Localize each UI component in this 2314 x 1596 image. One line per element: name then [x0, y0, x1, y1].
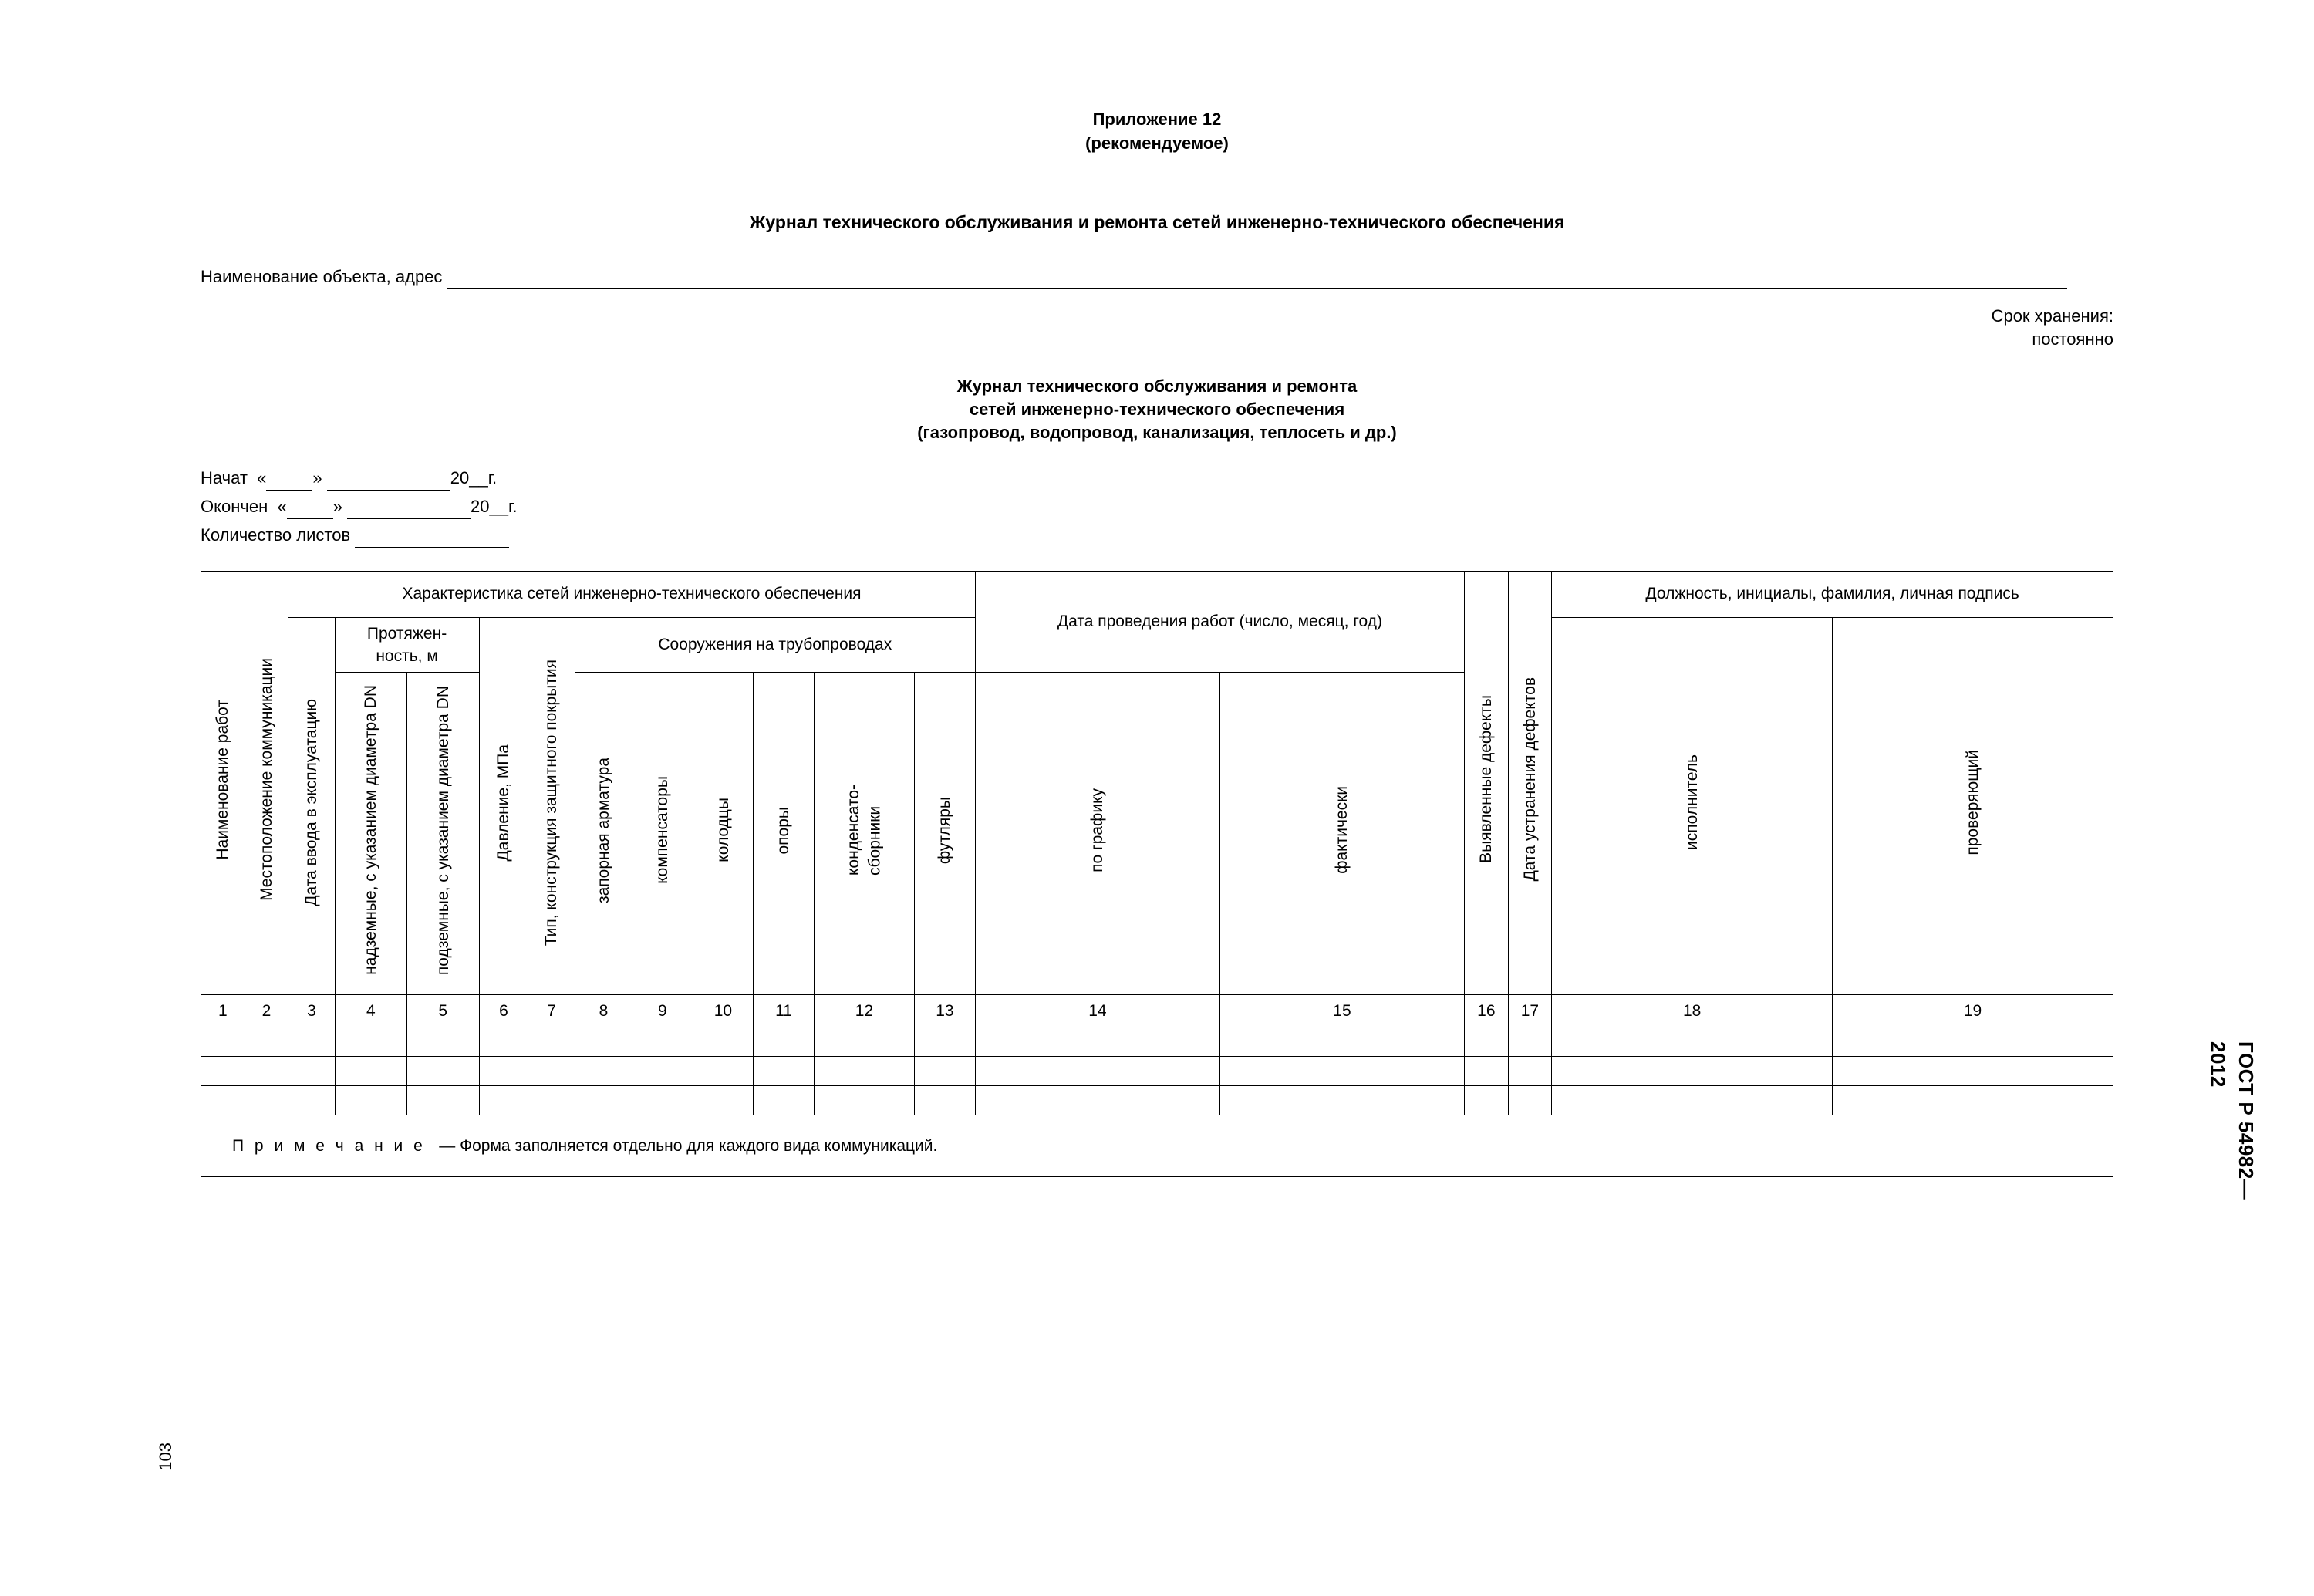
num-6: 6	[479, 994, 528, 1027]
col11-header: опоры	[772, 799, 794, 862]
object-label: Наименование объекта, адрес	[201, 267, 442, 286]
num-3: 3	[288, 994, 335, 1027]
storage-period: Срок хранения: постоянно	[201, 305, 2113, 353]
finished-label: Окончен	[201, 497, 268, 516]
num-10: 10	[693, 994, 754, 1027]
col1-header: Наименование работ	[211, 692, 234, 868]
col13-header: футляры	[933, 789, 956, 872]
col18-header: исполнитель	[1681, 747, 1703, 858]
storage-label: Срок хранения:	[201, 305, 2113, 329]
col17-header: Дата устранения дефектов	[1519, 670, 1541, 889]
num-15: 15	[1219, 994, 1464, 1027]
num-4: 4	[335, 994, 406, 1027]
num-14: 14	[975, 994, 1219, 1027]
num-8: 8	[575, 994, 632, 1027]
num-11: 11	[754, 994, 815, 1027]
num-1: 1	[201, 994, 245, 1027]
col8-header: запорная арматура	[593, 750, 614, 911]
page-number: 103	[154, 1442, 178, 1471]
num-19: 19	[1833, 994, 2113, 1027]
col4-header: надземные, с указанием диаметра DN	[360, 677, 381, 983]
col19-header: проверяющий	[1962, 742, 1984, 863]
subtitle-line2: сетей инженерно-технического обеспечения	[201, 398, 2113, 421]
num-7: 7	[528, 994, 575, 1027]
num-2: 2	[245, 994, 288, 1027]
started-label: Начат	[201, 468, 248, 488]
num-18: 18	[1552, 994, 1833, 1027]
table-row	[201, 1057, 2113, 1086]
col14-header: по графику	[1086, 781, 1108, 880]
col5-header: подземные, с указанием диаметра DN	[433, 678, 454, 983]
appendix-header: Приложение 12 (рекомендуемое)	[201, 108, 2113, 156]
sheets-line: Количество листов	[201, 524, 2113, 548]
note-text: — Форма заполняется отдельно для каждого…	[439, 1137, 937, 1155]
object-blank	[447, 288, 2067, 289]
structures-header: Сооружения на трубопроводах	[575, 617, 975, 673]
date-lines: Начат «» 20__г. Окончен «» 20__г. Количе…	[201, 467, 2113, 547]
col10-header: колодцы	[712, 790, 734, 870]
num-12: 12	[814, 994, 914, 1027]
appendix-type: (рекомендуемое)	[201, 132, 2113, 156]
subtitle-line1: Журнал технического обслуживания и ремон…	[201, 375, 2113, 398]
table-row	[201, 1027, 2113, 1057]
num-13: 13	[915, 994, 976, 1027]
col3-header: Дата ввода в эксплуатацию	[301, 691, 322, 914]
col2-header: Местоположение коммуникации	[255, 650, 278, 909]
subtitle-block: Журнал технического обслуживания и ремон…	[201, 375, 2113, 444]
subtitle-line3: (газопровод, водопровод, канализация, те…	[201, 421, 2113, 444]
year-label-1: 20__г.	[450, 468, 497, 488]
note-label: П р и м е ч а н и е	[232, 1137, 426, 1155]
num-16: 16	[1465, 994, 1509, 1027]
num-9: 9	[632, 994, 693, 1027]
storage-value: постоянно	[201, 328, 2113, 352]
started-line: Начат «» 20__г.	[201, 467, 2113, 491]
sheets-label: Количество листов	[201, 525, 350, 545]
main-table: Наименование работ Местоположение коммун…	[201, 571, 2113, 1177]
characteristics-header: Характеристика сетей инженерно-техническ…	[288, 571, 976, 617]
col15-header: фактически	[1331, 778, 1353, 882]
object-field: Наименование объекта, адрес	[201, 265, 2113, 289]
col6-header: Давление, МПа	[492, 737, 514, 869]
year-label-2: 20__г.	[471, 497, 517, 516]
length-header: Протяжен- ность, м	[335, 617, 479, 673]
signature-header: Должность, инициалы, фамилия, личная под…	[1552, 571, 2113, 617]
col16-header: Выявленные дефекты	[1475, 687, 1497, 871]
num-5: 5	[407, 994, 479, 1027]
table-row	[201, 1086, 2113, 1115]
col9-header: компенсаторы	[651, 768, 673, 892]
note-row: П р и м е ч а н и е — Форма заполняется …	[201, 1115, 2113, 1177]
main-title: Журнал технического обслуживания и ремон…	[201, 210, 2113, 235]
gost-label: ГОСТ Р 54982—2012	[2204, 1041, 2260, 1239]
num-17: 17	[1508, 994, 1552, 1027]
dates-header: Дата проведения работ (число, месяц, год…	[975, 571, 1464, 673]
number-row: 1 2 3 4 5 6 7 8 9 10 11 12 13 14 15 16 1…	[201, 994, 2113, 1027]
appendix-number: Приложение 12	[201, 108, 2113, 132]
col12-header: конденсато- сборники	[843, 777, 885, 883]
finished-line: Окончен «» 20__г.	[201, 495, 2113, 519]
col7-header: Тип, конструкция защитного покрытия	[541, 652, 562, 953]
